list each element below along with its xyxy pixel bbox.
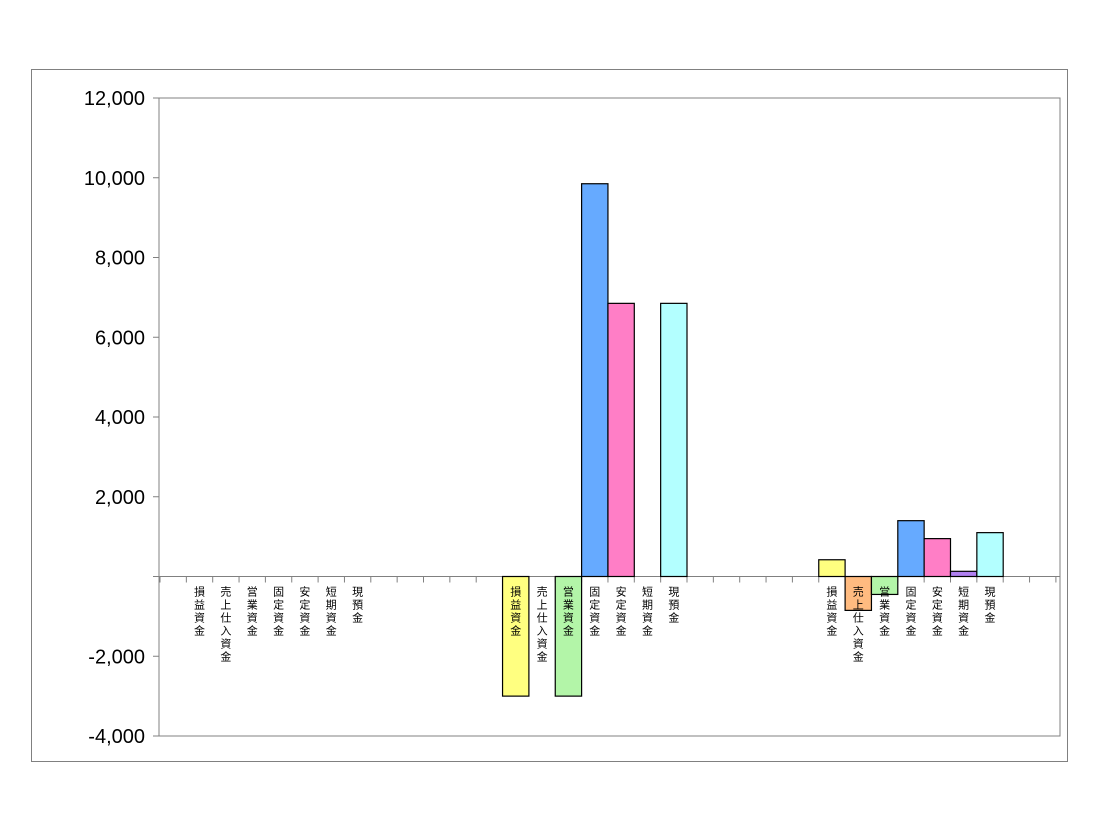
category-label: 安定資金 bbox=[932, 585, 943, 638]
bar-3-3 bbox=[870, 575, 899, 596]
bar-3-1 bbox=[818, 559, 846, 578]
category-label: 売上仕入資金 bbox=[853, 586, 864, 664]
y-tick-label: 4,000 bbox=[95, 407, 145, 429]
bar-2-4 bbox=[580, 183, 609, 578]
bar-2-7 bbox=[660, 302, 688, 578]
y-tick-label: -4,000 bbox=[88, 726, 145, 748]
category-label: 現預金 bbox=[668, 586, 679, 625]
category-label: 損益資金 bbox=[826, 585, 837, 638]
category-label: 営業資金 bbox=[879, 585, 890, 638]
bar-3-2 bbox=[844, 575, 873, 611]
bar-3-6 bbox=[949, 570, 978, 578]
category-label: 損益資金 bbox=[510, 585, 521, 638]
category-label: 固定資金 bbox=[905, 586, 916, 638]
category-label: 安定資金 bbox=[616, 585, 627, 638]
category-label: 営業資金 bbox=[563, 585, 574, 638]
y-tick-label: 12,000 bbox=[84, 88, 145, 110]
y-tick-label: -2,000 bbox=[88, 646, 145, 668]
category-label: 営業資金 bbox=[247, 585, 258, 638]
category-label: 固定資金 bbox=[589, 586, 600, 638]
category-label: 固定資金 bbox=[273, 586, 284, 638]
category-label: 短期資金 bbox=[958, 585, 969, 638]
category-label: 安定資金 bbox=[299, 585, 310, 638]
y-tick-label: 2,000 bbox=[95, 487, 145, 509]
category-label: 短期資金 bbox=[326, 585, 337, 638]
category-label: 現預金 bbox=[352, 586, 363, 625]
y-tick-label: 8,000 bbox=[95, 248, 145, 270]
category-label: 売上仕入資金 bbox=[537, 586, 548, 664]
bar-3-7 bbox=[976, 532, 1004, 578]
y-tick-label: 6,000 bbox=[95, 327, 145, 349]
bar-2-1 bbox=[501, 575, 530, 697]
bar-2-5 bbox=[607, 302, 635, 578]
category-label: 現預金 bbox=[985, 586, 996, 625]
bar-3-5 bbox=[923, 538, 952, 578]
bar-chart: -4,000 -2,000 2,000 4,000 6,000 8,000 10,000 12… bbox=[84, 88, 1061, 748]
category-label: 損益資金 bbox=[194, 585, 205, 638]
bar-2-3 bbox=[554, 575, 583, 697]
category-label: 短期資金 bbox=[642, 585, 653, 638]
y-tick-label: 10,000 bbox=[84, 168, 145, 190]
category-label: 売上仕入資金 bbox=[220, 586, 231, 664]
chart-frame: -4,000 -2,000 2,000 4,000 6,000 8,000 10,000 12… bbox=[31, 69, 1068, 762]
bar-3-4 bbox=[897, 520, 925, 578]
